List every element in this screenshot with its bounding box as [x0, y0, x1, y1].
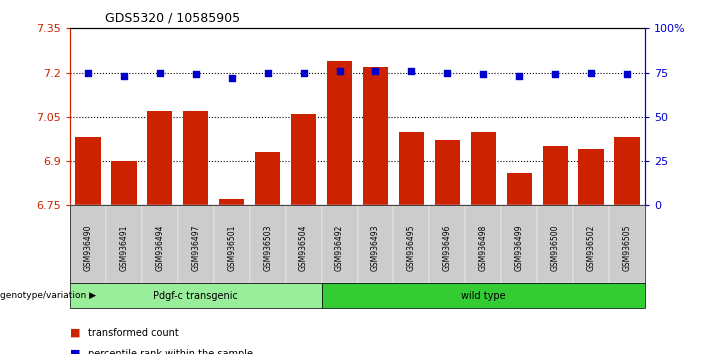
Bar: [470, 132, 496, 205]
Bar: [614, 137, 639, 205]
Bar: [578, 149, 604, 205]
Bar: [111, 161, 137, 205]
Text: ■: ■: [70, 349, 81, 354]
Bar: [183, 111, 208, 205]
Point: [226, 75, 238, 81]
Bar: [76, 137, 101, 205]
Text: percentile rank within the sample: percentile rank within the sample: [88, 349, 252, 354]
Bar: [147, 111, 172, 205]
Text: ■: ■: [70, 328, 81, 338]
Bar: [435, 141, 460, 205]
Bar: [399, 132, 424, 205]
Point: [550, 72, 561, 77]
Point: [370, 68, 381, 74]
Point: [585, 70, 597, 75]
Point: [442, 70, 453, 75]
Text: wild type: wild type: [461, 291, 505, 301]
Bar: [291, 114, 316, 205]
Text: GSM936504: GSM936504: [299, 225, 308, 272]
Text: GSM936492: GSM936492: [335, 225, 344, 272]
Text: genotype/variation ▶: genotype/variation ▶: [0, 291, 96, 300]
Text: GSM936503: GSM936503: [263, 225, 272, 272]
Text: GDS5320 / 10585905: GDS5320 / 10585905: [105, 12, 240, 25]
Text: GSM936505: GSM936505: [622, 225, 632, 272]
Point: [154, 70, 165, 75]
Text: GSM936500: GSM936500: [550, 225, 559, 272]
Point: [406, 68, 417, 74]
Text: GSM936490: GSM936490: [83, 225, 93, 272]
Bar: [543, 146, 568, 205]
Point: [190, 72, 201, 77]
Point: [334, 68, 345, 74]
Text: GSM936498: GSM936498: [479, 225, 488, 272]
Bar: [363, 67, 388, 205]
Bar: [255, 152, 280, 205]
Point: [262, 70, 273, 75]
Point: [477, 72, 489, 77]
Text: GSM936496: GSM936496: [443, 225, 452, 272]
Text: GSM936501: GSM936501: [227, 225, 236, 272]
Text: Pdgf-c transgenic: Pdgf-c transgenic: [154, 291, 238, 301]
Point: [118, 73, 130, 79]
Text: GSM936499: GSM936499: [515, 225, 524, 272]
Point: [514, 73, 525, 79]
Point: [621, 72, 632, 77]
Text: GSM936495: GSM936495: [407, 225, 416, 272]
Bar: [219, 199, 245, 205]
Text: GSM936493: GSM936493: [371, 225, 380, 272]
Text: GSM936494: GSM936494: [156, 225, 165, 272]
Text: GSM936491: GSM936491: [119, 225, 128, 272]
Text: GSM936497: GSM936497: [191, 225, 200, 272]
Bar: [507, 173, 532, 205]
Point: [298, 70, 309, 75]
Text: GSM936502: GSM936502: [587, 225, 596, 272]
Bar: [327, 61, 352, 205]
Text: transformed count: transformed count: [88, 328, 178, 338]
Point: [83, 70, 94, 75]
